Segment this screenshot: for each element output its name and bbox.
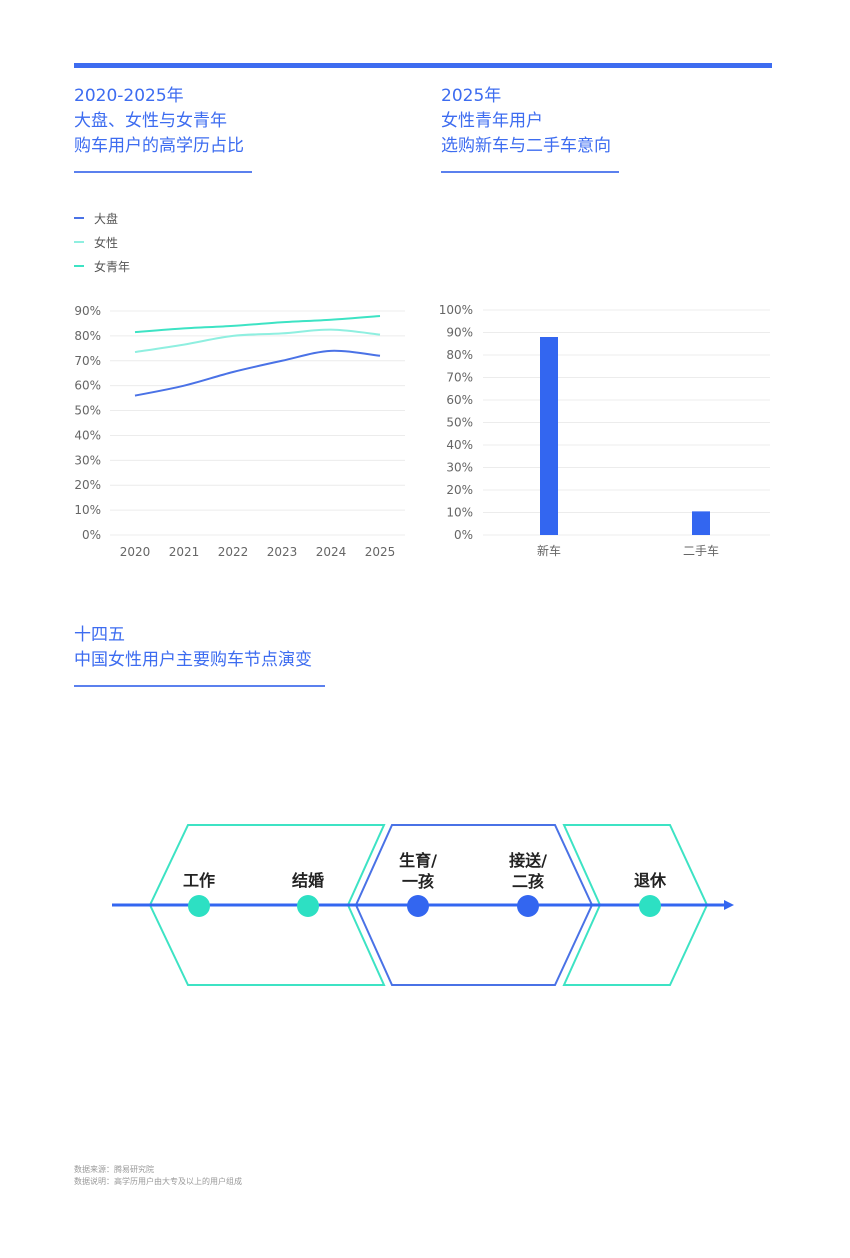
legend-swatch-dapan (74, 217, 84, 219)
legend-swatch-nvxing (74, 241, 84, 243)
bar-chart-category-label: 二手车 (683, 543, 719, 558)
legend-swatch-nvqingnian (74, 265, 84, 267)
footnote-source: 数据来源：腾易研究院 (74, 1165, 154, 1174)
timeline-node-label: 结婚 (291, 871, 324, 890)
right-title-underline (441, 171, 619, 173)
bar-chart-y-tick-label: 30% (446, 461, 473, 475)
timeline-node-5 (639, 895, 661, 917)
bar-chart-y-tick-label: 0% (454, 528, 473, 542)
right-title-line-2: 女性青年用户 (441, 111, 543, 131)
line-chart-x-tick-label: 2020 (120, 545, 151, 559)
line-chart-y-tick-label: 10% (74, 503, 101, 517)
line-chart-y-tick-label: 80% (74, 329, 101, 343)
line-chart-y-tick-label: 0% (82, 528, 101, 542)
timeline-node-3 (407, 895, 429, 917)
legend-label-dapan: 大盘 (94, 211, 119, 226)
line-chart-x-tick-label: 2024 (316, 545, 347, 559)
legend-item-dapan: 大盘 (74, 206, 130, 230)
line-chart-legend: 大盘 女性 女青年 (74, 206, 130, 278)
timeline-node-label: 退休 (634, 871, 667, 890)
legend-item-nvxing: 女性 (74, 230, 130, 254)
right-chart-title: 2025年 女性青年用户 选购新车与二手车意向 (441, 84, 611, 159)
timeline-arrow-head (724, 900, 734, 910)
line-series-2 (134, 328, 381, 354)
timeline-node-label: 生育/一孩 (399, 851, 437, 891)
timeline-node-label: 工作 (183, 871, 215, 890)
bar-chart-y-tick-label: 70% (446, 371, 473, 385)
bar-chart-y-tick-label: 90% (446, 326, 473, 340)
line-chart-y-tick-label: 50% (74, 404, 101, 418)
line-chart-x-tick-label: 2025 (365, 545, 396, 559)
footnotes: 数据来源：腾易研究院 数据说明：高学历用户由大专及以上的用户组成 (74, 1164, 242, 1188)
bar-1 (540, 337, 558, 535)
line-series-1 (134, 349, 381, 397)
line-series-3 (134, 314, 381, 334)
bar-chart-y-tick-label: 20% (446, 483, 473, 497)
left-title-line-1: 2020-2025年 (74, 86, 184, 106)
bar-chart-y-tick-label: 80% (446, 348, 473, 362)
footnote-note: 数据说明：高学历用户由大专及以上的用户组成 (74, 1177, 242, 1186)
left-title-underline (74, 171, 252, 173)
bar-chart-y-tick-label: 50% (446, 416, 473, 430)
bar-chart-y-tick-label: 60% (446, 393, 473, 407)
timeline-node-4 (517, 895, 539, 917)
timeline-title-underline (74, 685, 325, 687)
bar-chart-y-tick-label: 100% (439, 303, 473, 317)
legend-label-nvqingnian: 女青年 (94, 259, 131, 274)
timeline-title-line-1: 十四五 (74, 625, 125, 645)
timeline-node-2 (297, 895, 319, 917)
bar-chart-category-label: 新车 (537, 543, 561, 558)
line-chart-y-tick-label: 20% (74, 478, 101, 492)
bar-2 (692, 511, 710, 535)
top-accent-bar (74, 63, 772, 68)
line-chart-y-tick-label: 60% (74, 379, 101, 393)
timeline-title-line-2: 中国女性用户主要购车节点演变 (74, 650, 312, 670)
left-title-line-2: 大盘、女性与女青年 (74, 111, 227, 131)
legend-label-nvxing: 女性 (94, 235, 119, 250)
right-title-line-3: 选购新车与二手车意向 (441, 136, 611, 156)
bar-chart-y-tick-label: 10% (446, 506, 473, 520)
timeline-node-label: 接送/二孩 (509, 851, 547, 891)
bar-chart-y-tick-label: 40% (446, 438, 473, 452)
timeline-title: 十四五 中国女性用户主要购车节点演变 (74, 623, 312, 673)
line-chart-y-tick-label: 70% (74, 354, 101, 368)
right-title-line-1: 2025年 (441, 86, 502, 106)
line-chart-y-tick-label: 40% (74, 428, 101, 442)
line-chart-x-tick-label: 2021 (169, 545, 200, 559)
line-chart-y-tick-label: 30% (74, 453, 101, 467)
line-chart-x-tick-label: 2023 (267, 545, 298, 559)
left-chart-title: 2020-2025年 大盘、女性与女青年 购车用户的高学历占比 (74, 84, 244, 159)
left-title-line-3: 购车用户的高学历占比 (74, 136, 244, 156)
legend-item-nvqingnian: 女青年 (74, 254, 130, 278)
line-chart-x-tick-label: 2022 (218, 545, 249, 559)
line-chart-y-tick-label: 90% (74, 304, 101, 318)
timeline-node-1 (188, 895, 210, 917)
